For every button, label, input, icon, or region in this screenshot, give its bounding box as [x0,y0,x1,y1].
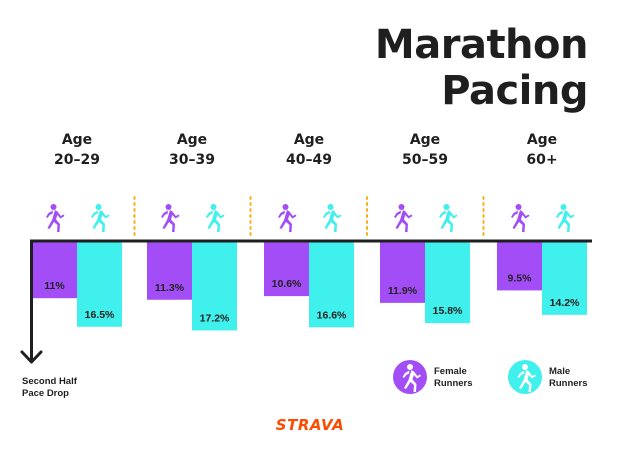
chart-title: Marathon Pacing [374,22,589,114]
female-runner-icon [46,204,65,232]
female-bar [32,241,77,299]
runner-icons [46,204,575,232]
axis-note-line: Pace Drop [22,388,69,399]
male-bar [77,241,122,327]
male-bar [192,241,237,331]
value-label: 10.6% [272,278,302,290]
axis-note-line: Second Half [22,376,78,387]
female-bar [147,241,192,300]
legend-label: Male [549,366,570,377]
value-label: 9.5% [508,272,533,284]
female-bar [497,241,542,291]
age-group-label: Age [294,132,324,148]
age-labels: Age 20–29 Age 30–39 Age 40–49 Age 50–59 Age 60+ [54,132,558,168]
male-runner-icon [206,204,225,232]
value-label: 11.3% [155,282,185,294]
value-label: 17.2% [200,312,230,324]
age-group-label: 30–39 [169,152,215,168]
value-label: 11% [44,280,65,292]
female-runner-icon [511,204,530,232]
down-arrow-icon [20,350,43,364]
female-runner-icon [161,204,180,232]
male-runner-icon [91,204,110,232]
value-label: 11.9% [388,285,418,297]
age-group-label: 60+ [526,152,557,168]
male-bar [542,241,587,315]
male-bar [309,241,354,328]
age-group-label: Age [527,132,557,148]
female-bar [380,241,425,303]
male-bar [425,241,470,324]
value-label: 16.5% [85,309,115,321]
age-group-label: Age [177,132,207,148]
female-runner-icon [278,204,297,232]
legend-label: Female [434,366,467,377]
legend-label: Runners [549,378,588,389]
group-dividers [133,196,485,239]
male-runner-icon [323,204,342,232]
strava-logo: STRAVA [275,416,345,434]
male-runner-icon [556,204,575,232]
age-group-label: Age [62,132,92,148]
value-label: 14.2% [550,297,580,309]
value-labels: 11% 16.5% 11.3% 17.2% 10.6% 16.6% 11.9% 15.8% 9.… [44,272,580,324]
age-group-label: 40–49 [286,152,332,168]
value-label: 15.8% [433,305,463,317]
age-group-label: 50–59 [402,152,448,168]
legend-label: Runners [434,378,473,389]
axis [20,239,592,364]
male-runner-icon [439,204,458,232]
chart-title-line: Marathon [374,22,589,68]
female-runner-icon [394,204,413,232]
value-label: 16.6% [317,309,347,321]
age-group-label: 20–29 [54,152,100,168]
female-bar [264,241,309,297]
bars [32,241,587,331]
age-group-label: Age [410,132,440,148]
chart-title-line: Pacing [441,68,588,114]
